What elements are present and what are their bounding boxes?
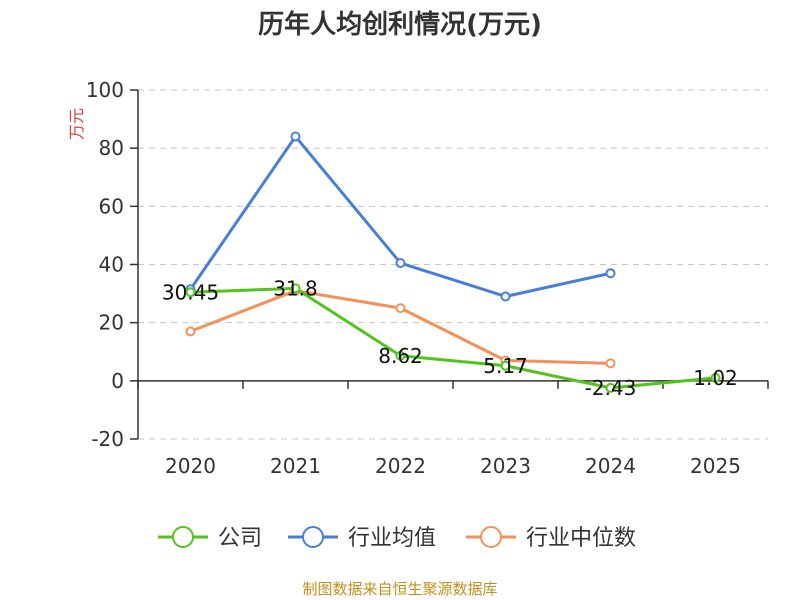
data-point xyxy=(185,287,196,298)
chart-title: 历年人均创利情况(万元) xyxy=(258,10,542,40)
y-axis-label: 万元 xyxy=(67,108,86,140)
y-tick-label: -20 xyxy=(91,427,124,451)
series-line xyxy=(190,286,716,390)
legend-label: 行业均值 xyxy=(348,526,436,551)
data-point xyxy=(395,258,406,269)
data-label: 8.62 xyxy=(378,344,423,368)
data-label: 31.8 xyxy=(273,276,318,300)
data-point xyxy=(500,291,511,302)
data-label: 5.17 xyxy=(483,354,528,378)
data-point xyxy=(290,131,301,142)
x-tick-label: 2025 xyxy=(690,454,741,478)
y-tick-label: 100 xyxy=(86,78,124,102)
series-line xyxy=(189,135,611,298)
series-layer xyxy=(185,131,721,393)
y-tick-label: 0 xyxy=(111,369,124,393)
legend-marker xyxy=(302,526,324,548)
x-tick-label: 2023 xyxy=(480,454,531,478)
data-point xyxy=(290,283,301,294)
legend-label: 行业中位数 xyxy=(526,526,636,551)
data-point xyxy=(395,303,406,314)
x-tick-label: 2020 xyxy=(165,454,216,478)
data-point xyxy=(395,350,406,361)
axis-layer: -20 0 20 40 60 80 100 2020 2021 2022 2023 2024 2025 xyxy=(86,78,769,478)
legend-marker xyxy=(480,526,502,548)
data-point xyxy=(185,326,196,337)
data-point xyxy=(710,372,721,383)
data-label: -2.43 xyxy=(585,376,637,400)
x-tick-label: 2022 xyxy=(375,454,426,478)
data-label: 1.02 xyxy=(693,366,738,390)
x-tick-label: 2024 xyxy=(585,454,636,478)
data-point xyxy=(605,382,616,393)
source-note: 制图数据来自恒生聚源数据库 xyxy=(302,580,498,598)
data-point xyxy=(500,360,511,371)
y-tick-label: 40 xyxy=(99,253,124,277)
legend[interactable]: 公司 行业均值 行业中位数 xyxy=(158,526,636,551)
y-tick-label: 60 xyxy=(99,194,124,218)
grid-layer xyxy=(138,89,768,440)
y-tick-label: 80 xyxy=(99,136,124,160)
data-label: 30.45 xyxy=(162,280,219,304)
y-tick-label: 20 xyxy=(99,311,124,335)
x-tick-label: 2021 xyxy=(270,454,321,478)
data-point xyxy=(605,268,616,279)
legend-label: 公司 xyxy=(218,526,262,551)
data-label-layer: 30.45 31.8 8.62 5.17 -2.43 1.02 xyxy=(162,276,738,400)
data-point xyxy=(605,358,616,369)
legend-marker xyxy=(172,526,194,548)
